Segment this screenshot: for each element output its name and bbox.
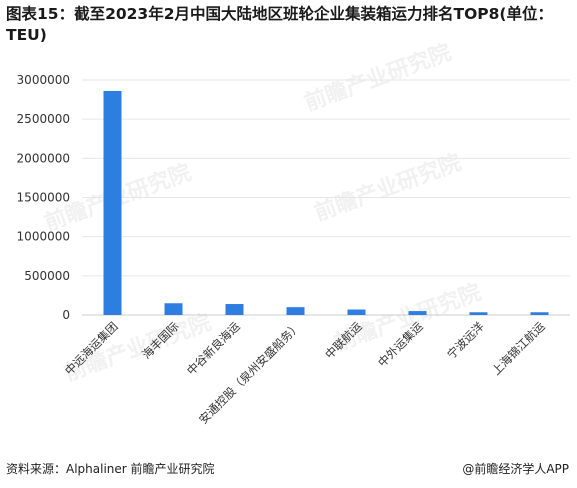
bar bbox=[225, 304, 244, 315]
x-category-label: 中远海运集团 bbox=[62, 319, 121, 378]
bar bbox=[164, 303, 183, 315]
gridlines bbox=[82, 79, 570, 316]
bar bbox=[347, 309, 366, 315]
bar bbox=[103, 90, 122, 315]
bar bbox=[530, 312, 549, 315]
bars bbox=[103, 90, 549, 315]
x-category-label: 上海锦江航运 bbox=[489, 319, 548, 378]
x-category-label: 中联航运 bbox=[322, 319, 365, 362]
x-category-label: 安通控股（泉州安盛船务） bbox=[196, 319, 303, 426]
y-tick-label: 2500000 bbox=[17, 112, 70, 126]
source-note: 资料来源：Alphaliner 前瞻产业研究院 bbox=[6, 462, 215, 476]
y-axis-ticks: 0 500000 1000000 1500000 2000000 2500000 30000… bbox=[17, 73, 70, 322]
y-tick-label: 1000000 bbox=[17, 230, 70, 244]
x-category-label: 中谷新良海运 bbox=[184, 319, 243, 378]
y-tick-label: 1500000 bbox=[17, 191, 70, 205]
bar bbox=[408, 311, 427, 315]
y-tick-label: 500000 bbox=[24, 269, 70, 283]
bar bbox=[469, 312, 488, 315]
x-category-label: 中外运集运 bbox=[375, 319, 426, 370]
x-category-label: 宁波远洋 bbox=[444, 319, 487, 362]
y-tick-label: 2000000 bbox=[17, 151, 70, 165]
x-category-label: 海丰国际 bbox=[139, 319, 181, 361]
bar bbox=[286, 307, 305, 315]
y-tick-label: 3000000 bbox=[17, 73, 70, 87]
credit-note: @前瞻经济学人APP bbox=[462, 462, 569, 476]
y-tick-label: 0 bbox=[62, 308, 70, 322]
chart-title: 图表15：截至2023年2月中国大陆地区班轮企业集装箱运力排名TOP8(单位：T… bbox=[6, 5, 553, 44]
